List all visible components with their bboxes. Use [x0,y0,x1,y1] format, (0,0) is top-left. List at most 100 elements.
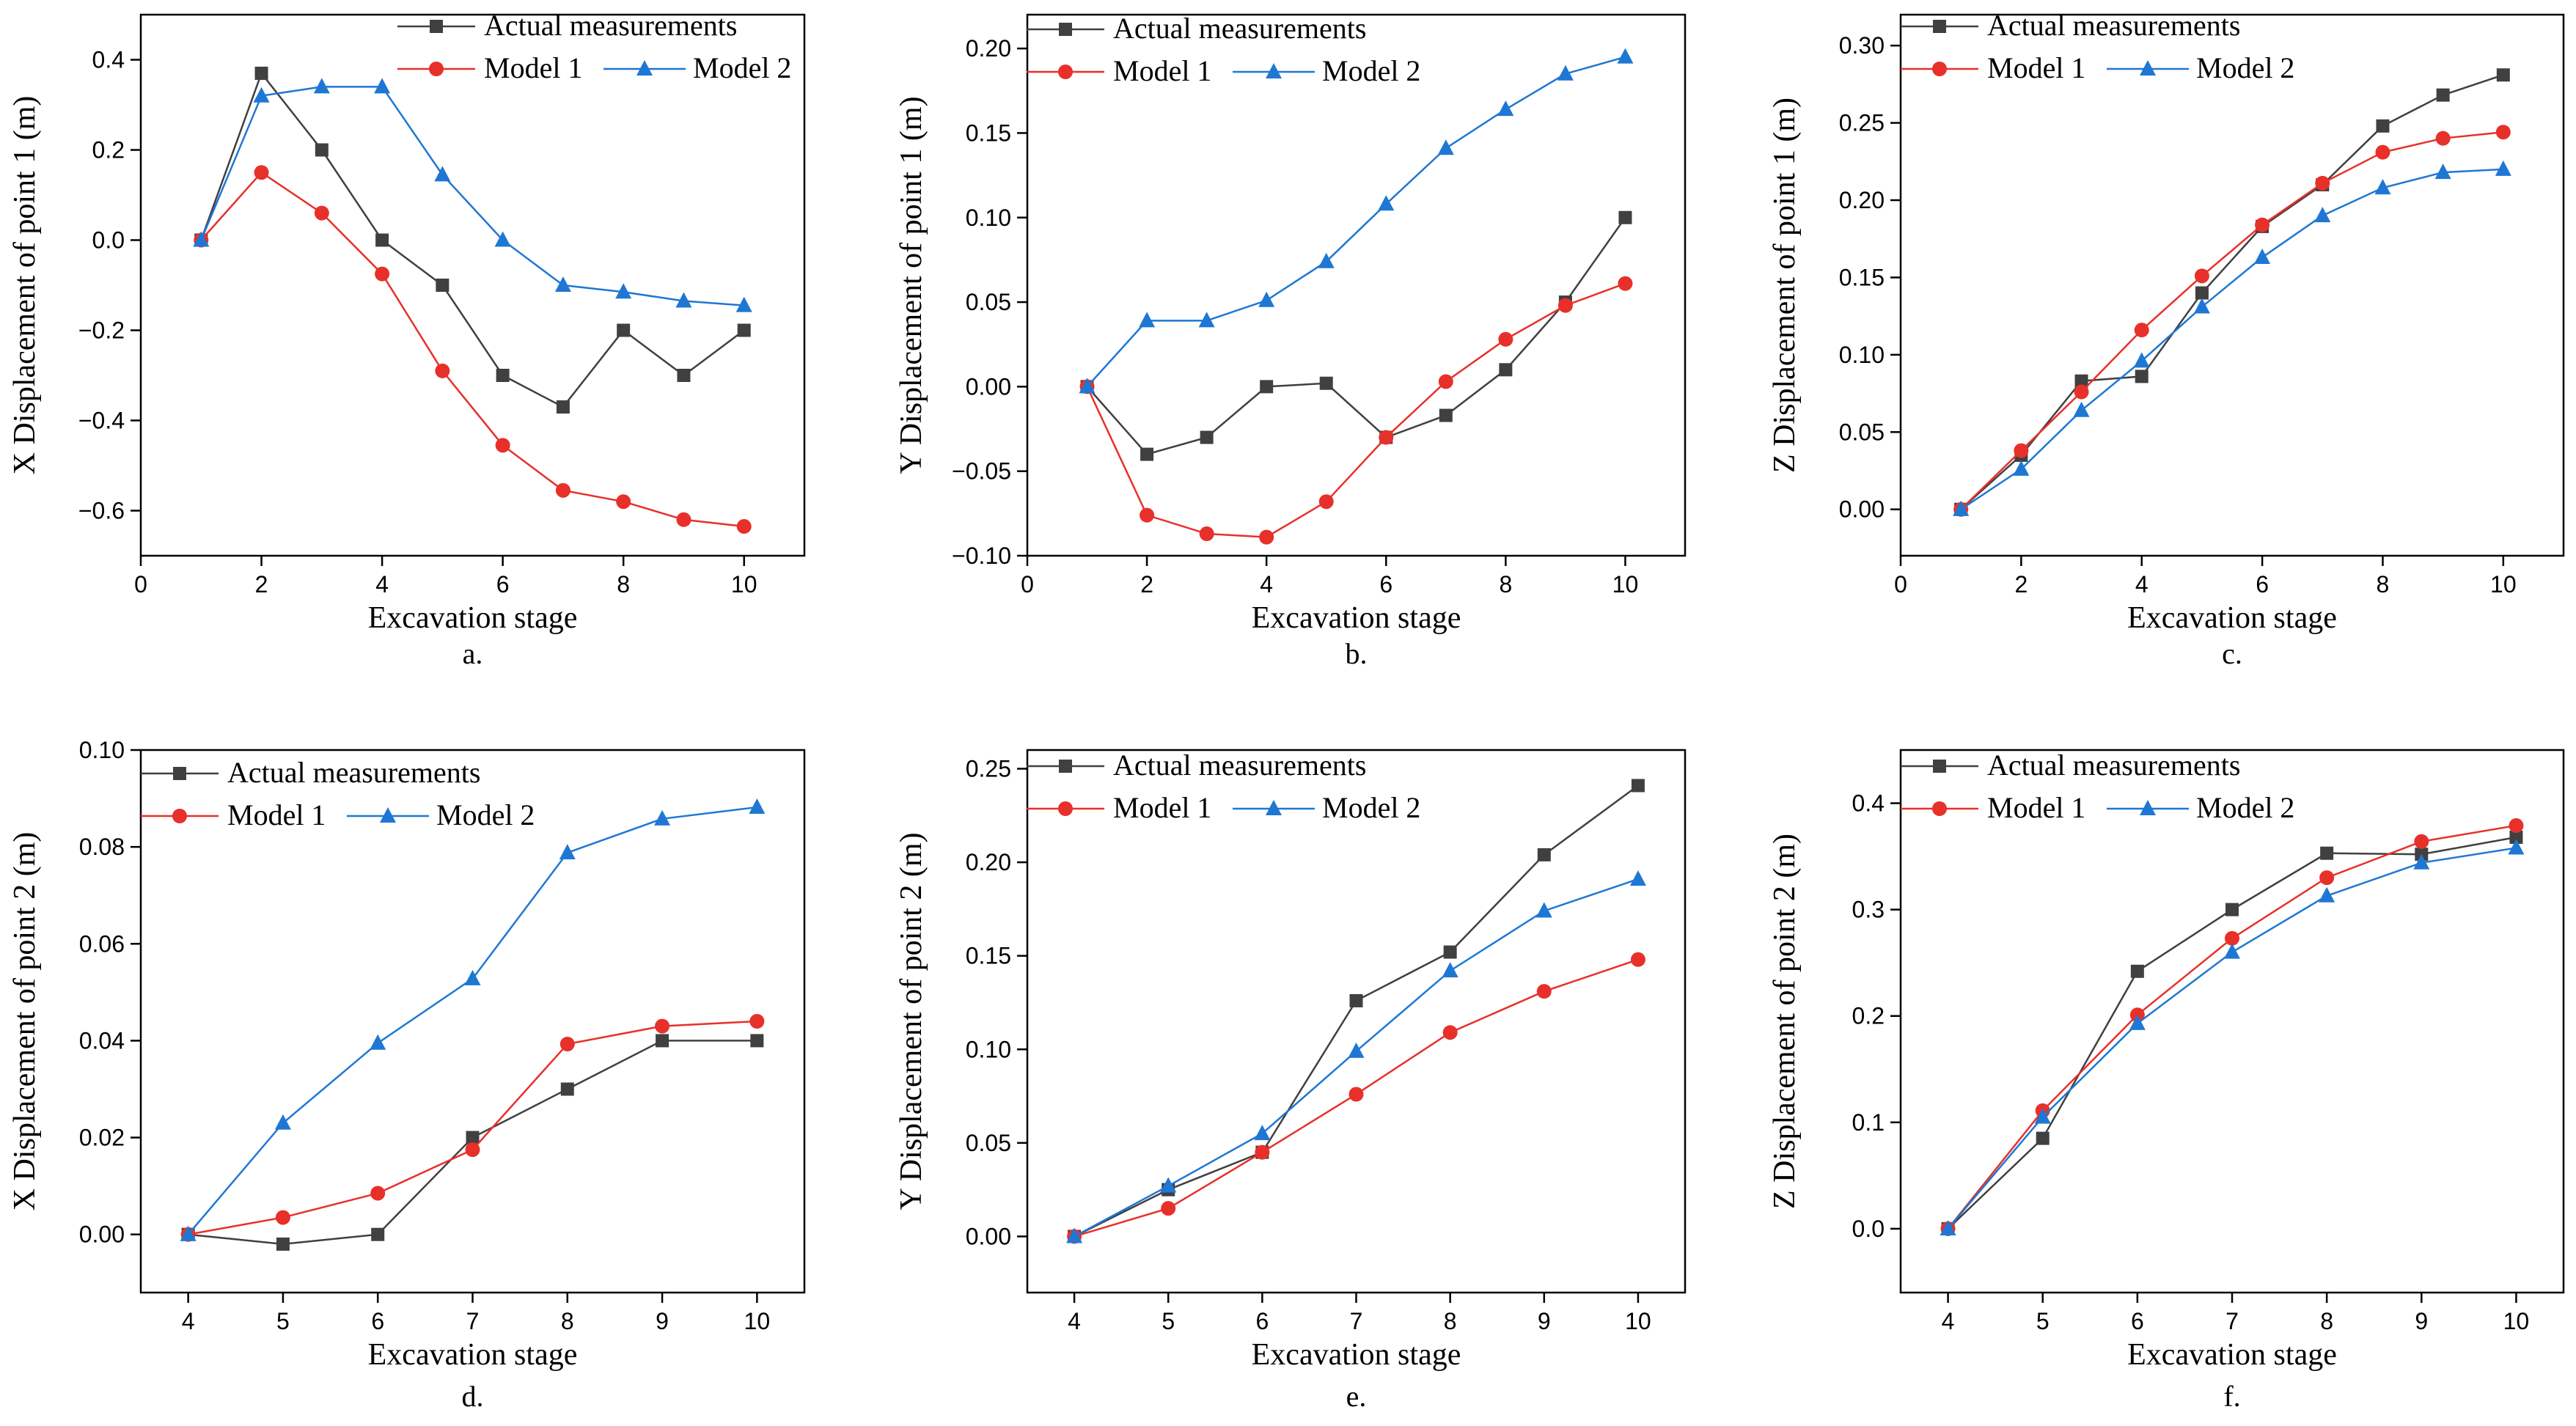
y-tick-label: 0.10 [966,205,1011,231]
data-point-model2 [1160,1177,1177,1193]
x-tick-label: 7 [466,1308,480,1334]
data-point-actual [560,1082,574,1096]
y-tick-label: 0.4 [92,47,125,73]
x-axis-label: Excavation stage [1252,601,1461,635]
data-point-model1 [2255,217,2270,232]
data-point-model1 [314,205,329,221]
data-point-model1 [2319,870,2335,886]
x-tick-label: 8 [1444,1308,1457,1334]
x-tick-label: 10 [2490,571,2517,598]
data-point-model2 [554,276,571,292]
legend-label-model2: Model 2 [2196,51,2294,84]
legend-marker-model2 [2140,60,2156,76]
y-axis-label: X Displacement of point 2 (m) [8,832,42,1211]
data-point-model2 [2314,207,2331,223]
data-point-actual [1618,210,1632,224]
data-point-model2 [2013,460,2030,476]
data-point-actual [2135,370,2148,383]
data-point-model2 [1629,870,1646,886]
legend-marker-model1 [1058,801,1073,816]
y-tick-label: 0.25 [1839,110,1885,136]
panel-caption: d. [462,1380,484,1413]
data-point-model1 [254,165,269,180]
plot-frame [139,13,806,557]
x-tick-label: 0 [1894,571,1907,598]
x-axis-label: Excavation stage [1252,1338,1461,1372]
data-point-model2 [654,809,671,826]
x-tick-label: 4 [1260,571,1273,598]
y-tick-label: 0.20 [966,849,1011,875]
x-tick-label: 10 [744,1308,771,1334]
x-tick-label: 6 [2256,571,2269,598]
x-tick-label: 6 [1379,571,1392,598]
legend-marker-actual [173,767,186,780]
data-point-model1 [2074,384,2089,400]
legend: Actual measurements Model 1 Model 2 [397,9,791,84]
data-point-model2 [2413,853,2430,870]
x-tick-label: 4 [375,571,389,598]
legend-marker-model2 [380,807,396,823]
data-point-actual [276,1237,290,1251]
data-point-model1 [2509,818,2524,834]
y-axis-label: Z Displacement of point 1 (m) [1768,98,1802,473]
x-tick-label: 9 [656,1308,669,1334]
x-axis-label: Excavation stage [368,601,578,635]
data-point-model2 [615,283,632,299]
x-tick-label: 4 [182,1308,195,1334]
x-tick-label: 6 [2131,1308,2144,1334]
x-tick-label: 8 [561,1308,574,1334]
data-point-model2 [494,231,511,247]
legend-label-model2: Model 2 [1322,791,1420,824]
legend-label-model2: Model 2 [2196,791,2294,824]
legend-label-actual: Actual measurements [484,9,737,42]
x-axis-label: Excavation stage [368,1338,578,1372]
x-tick-label: 8 [617,571,630,598]
data-point-model2 [1535,902,1552,918]
y-tick-label: 0.05 [966,289,1011,315]
data-point-model1 [2375,144,2390,160]
legend-label-model1: Model 1 [1113,54,1211,87]
x-tick-label: 0 [134,571,147,598]
x-tick-label: 10 [1612,571,1639,598]
y-tick-label: 0.15 [966,120,1011,146]
data-point-model1 [616,494,631,510]
data-point-model2 [374,78,391,94]
y-tick-label: 0.30 [1839,32,1885,59]
panel-caption: a. [463,637,483,670]
y-tick-label: −0.10 [952,543,1011,569]
y-tick-label: 0.4 [1852,790,1885,817]
data-point-model2 [1378,195,1395,211]
data-point-model1 [370,1186,386,1201]
data-point-model1 [1536,984,1552,999]
data-point-model2 [1557,65,1574,81]
x-tick-label: 4 [1068,1308,1081,1334]
data-point-model2 [2319,886,2335,903]
y-axis-label: Y Displacement of point 1 (m) [895,96,928,474]
data-point-model2 [193,231,210,247]
data-point-model2 [1497,100,1514,117]
data-point-model2 [1617,48,1634,64]
x-tick-label: 7 [1350,1308,1363,1334]
y-tick-label: −0.2 [78,317,125,344]
data-point-model2 [1437,139,1454,155]
data-point-actual [677,369,691,382]
data-point-model1 [1348,1087,1364,1102]
data-point-actual [1200,430,1214,444]
data-point-actual [1537,848,1551,861]
data-point-actual [2074,374,2088,388]
y-tick-label: 0.00 [79,1221,125,1248]
data-point-actual [737,323,751,337]
data-point-actual [254,66,268,80]
data-point-model2 [735,296,752,312]
data-point-model1 [676,512,691,527]
data-point-model2 [1198,312,1215,328]
data-point-actual [2036,1131,2050,1145]
x-tick-label: 5 [276,1308,290,1334]
y-tick-label: 0.04 [79,1027,125,1054]
legend: Actual measurements Model 1 Model 2 [1901,749,2294,824]
data-point-model2 [434,166,451,182]
legend-label-actual: Actual measurements [227,756,480,789]
data-point-actual [556,400,570,414]
x-tick-label: 4 [1942,1308,1955,1334]
data-point-model1 [2134,323,2149,338]
